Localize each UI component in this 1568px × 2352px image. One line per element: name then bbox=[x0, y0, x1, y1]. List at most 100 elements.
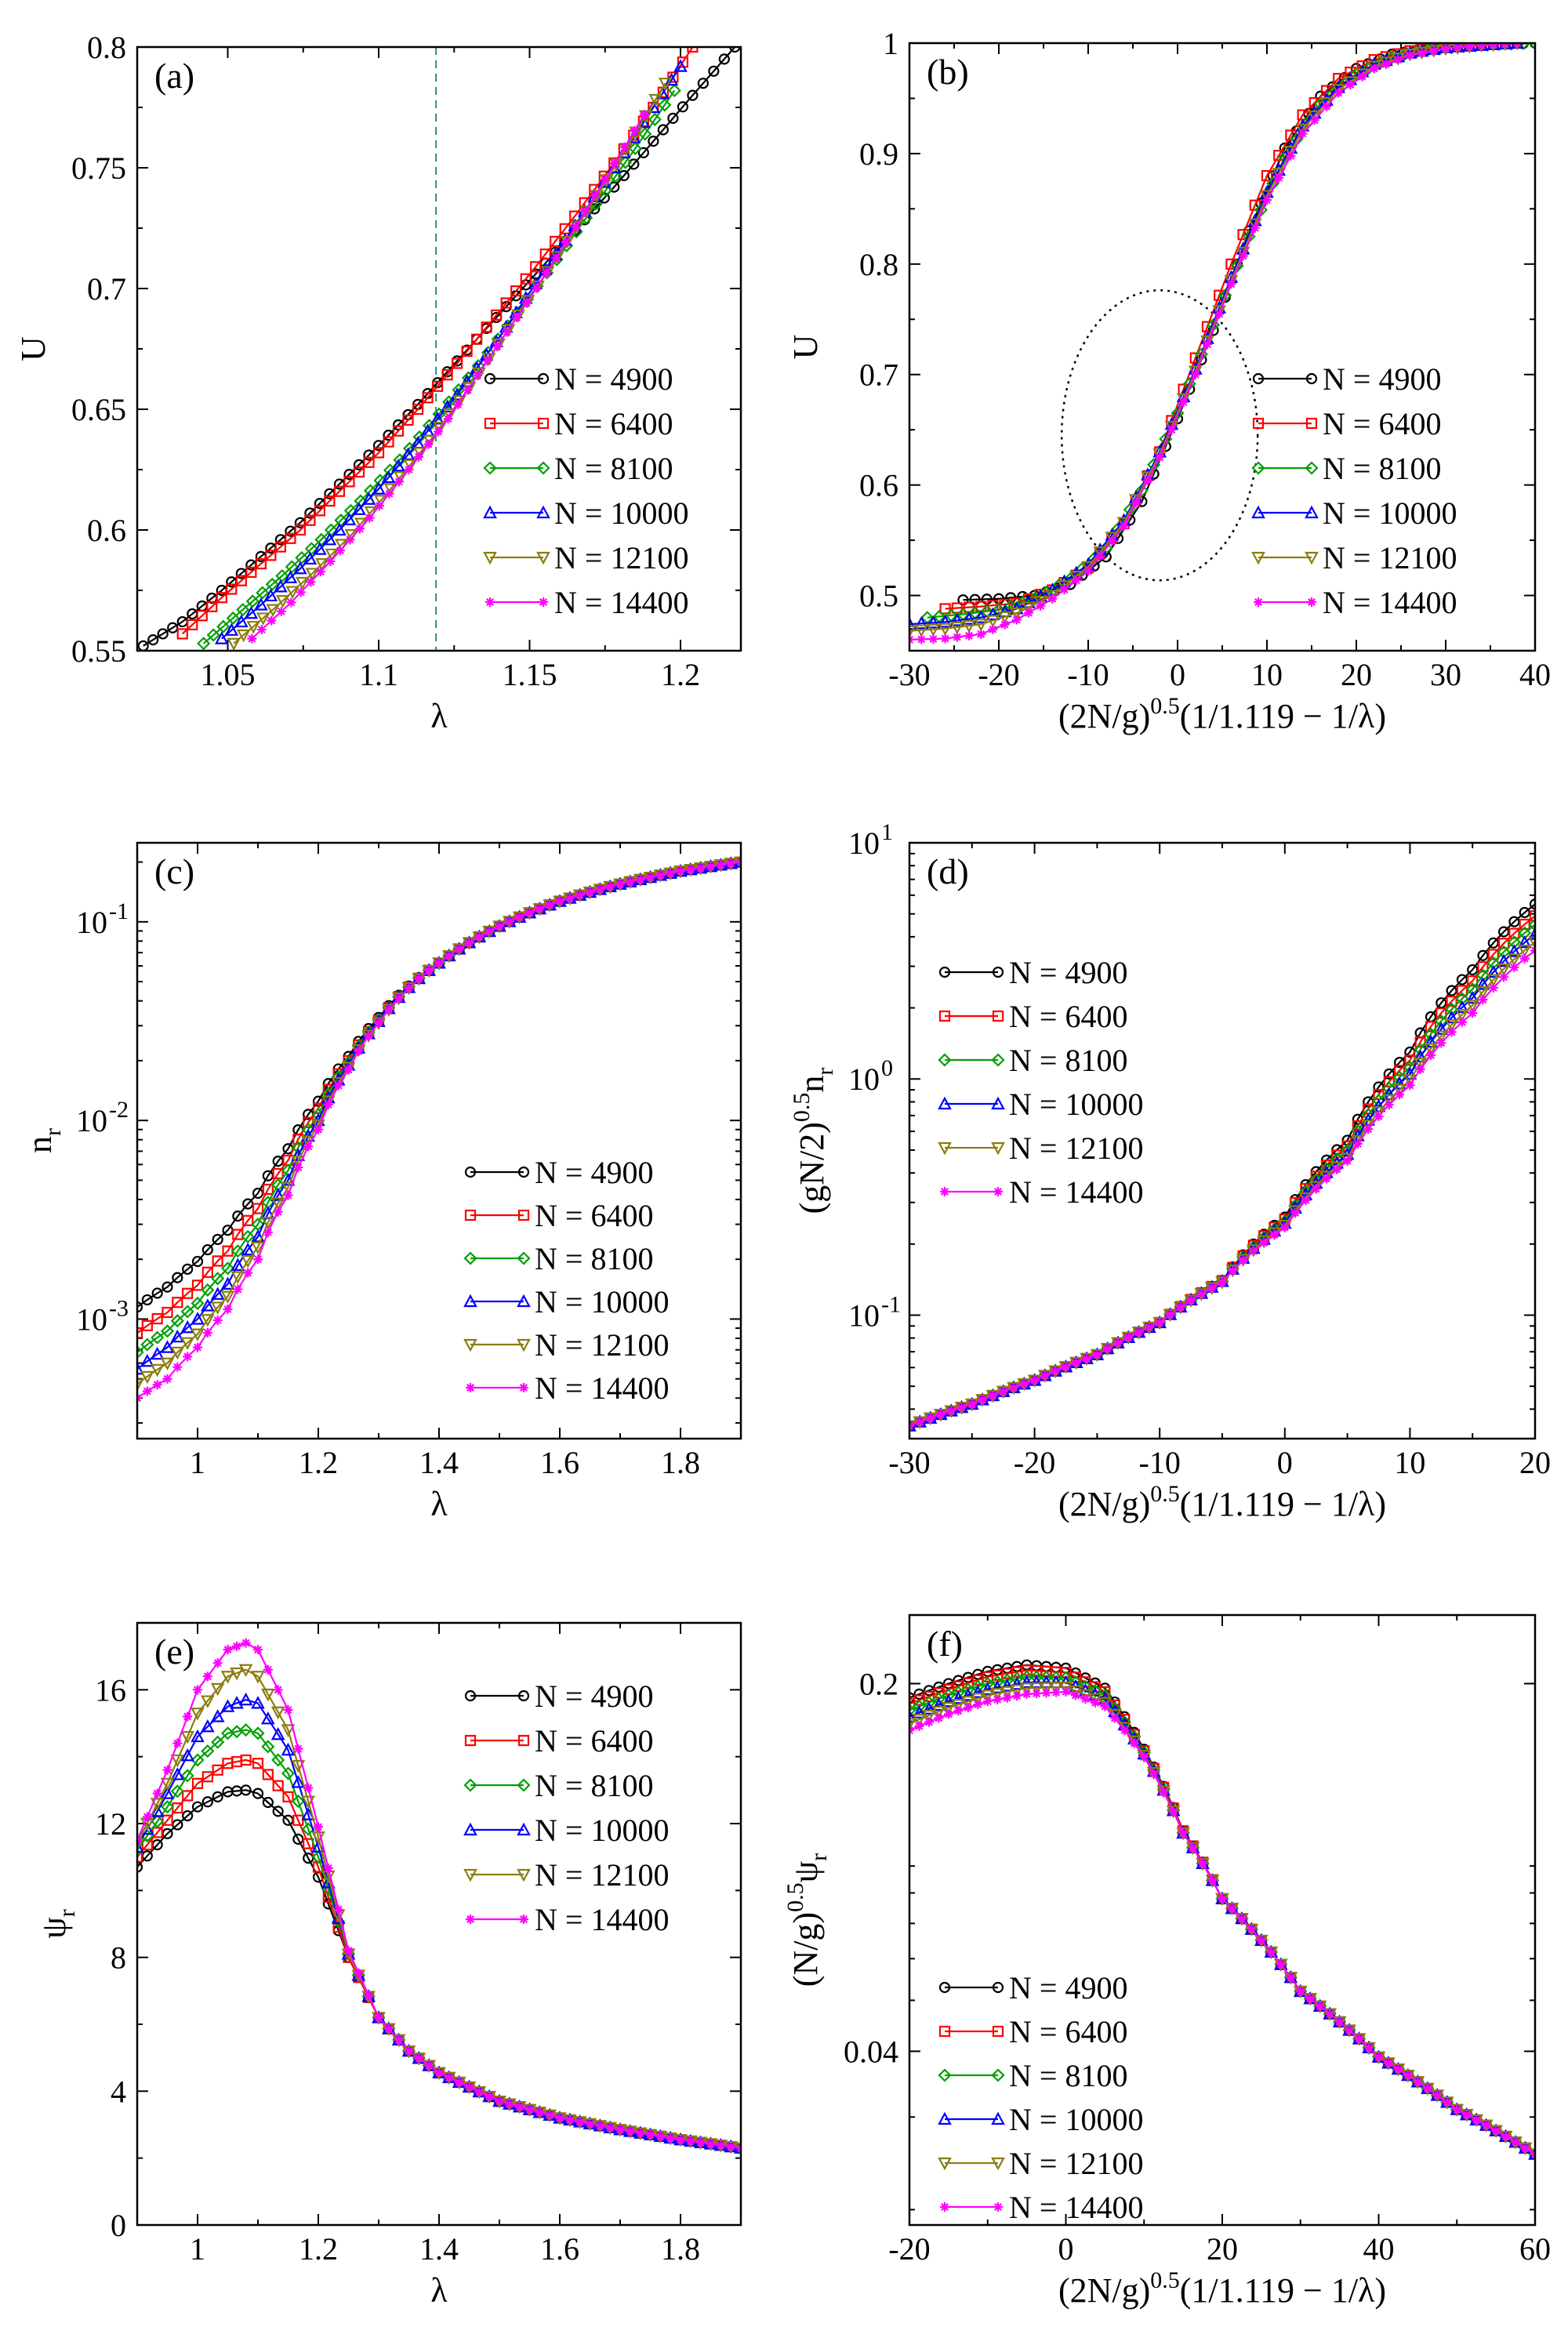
data-point-14400 bbox=[253, 1645, 263, 1655]
data-point-8100 bbox=[1475, 968, 1490, 982]
y-tick-label: 0.7 bbox=[859, 358, 898, 393]
y-axis-label: (N/g)0.5ψr bbox=[782, 1853, 832, 1987]
data-point-10000 bbox=[1465, 990, 1480, 1004]
data-point-14400 bbox=[935, 1410, 946, 1420]
legend-marker bbox=[464, 1690, 477, 1702]
x-tick-label: 1.6 bbox=[540, 1445, 579, 1480]
data-point-4900 bbox=[677, 101, 688, 113]
data-point-14400 bbox=[1511, 2137, 1521, 2147]
data-point-14400 bbox=[152, 1380, 162, 1390]
data-point-14400 bbox=[1428, 45, 1439, 56]
data-point-14400 bbox=[1041, 1688, 1051, 1698]
legend-marker bbox=[464, 1166, 477, 1178]
data-point-14400 bbox=[1290, 1208, 1301, 1218]
legend-marker bbox=[938, 1010, 951, 1022]
data-point-10000 bbox=[914, 615, 929, 630]
data-point-10000 bbox=[293, 561, 307, 575]
data-point-14400 bbox=[233, 1284, 243, 1294]
data-point-8100 bbox=[201, 1744, 215, 1759]
data-point-14400 bbox=[354, 1046, 364, 1056]
data-point-14400 bbox=[1123, 1332, 1134, 1342]
data-point-14400 bbox=[1266, 1947, 1276, 1957]
legend-marker bbox=[537, 372, 550, 385]
legend-marker bbox=[484, 417, 496, 430]
data-point-12100 bbox=[909, 1718, 916, 1731]
data-point-14400 bbox=[1000, 619, 1010, 630]
data-point-12100 bbox=[1381, 1094, 1396, 1108]
data-point-14400 bbox=[354, 1968, 364, 1978]
series-line-6400 bbox=[909, 915, 1535, 1427]
data-area bbox=[909, 43, 1535, 644]
data-point-8100 bbox=[170, 1784, 184, 1798]
y-tick-label: 10 bbox=[848, 1298, 880, 1333]
data-area bbox=[137, 1638, 741, 2156]
data-point-8100 bbox=[206, 628, 220, 642]
data-point-14400 bbox=[504, 2099, 514, 2109]
data-point-10000 bbox=[942, 1693, 956, 1708]
data-point-14400 bbox=[343, 1065, 354, 1075]
data-point-14400 bbox=[1488, 43, 1498, 49]
data-point-6400 bbox=[187, 619, 198, 630]
legend-marker bbox=[1305, 551, 1319, 565]
data-point-14400 bbox=[1120, 1726, 1130, 1736]
legend-marker bbox=[463, 1251, 477, 1265]
data-point-10000 bbox=[1000, 1679, 1014, 1692]
data-point-14400 bbox=[1119, 521, 1129, 531]
data-point-6400 bbox=[162, 1306, 173, 1319]
data-point-14400 bbox=[1422, 2083, 1432, 2093]
series-line-8100 bbox=[909, 924, 1535, 1427]
y-tick-exponent: -2 bbox=[109, 1097, 129, 1123]
data-point-14400 bbox=[1082, 1353, 1092, 1363]
data-point-14400 bbox=[973, 1700, 983, 1710]
data-point-4900 bbox=[147, 634, 159, 646]
data-point-14400 bbox=[1207, 1283, 1217, 1293]
x-axis-label: λ bbox=[430, 2271, 448, 2310]
data-point-12100 bbox=[413, 447, 427, 460]
data-point-14400 bbox=[172, 1362, 183, 1372]
data-point-6400 bbox=[182, 1287, 194, 1299]
data-point-14400 bbox=[988, 624, 998, 634]
legend-marker bbox=[484, 372, 496, 385]
data-point-8100 bbox=[245, 594, 260, 608]
data-point-14400 bbox=[1432, 2090, 1443, 2100]
data-point-10000 bbox=[234, 614, 249, 628]
data-point-8100 bbox=[1424, 1027, 1438, 1041]
data-point-6400 bbox=[137, 1851, 143, 1863]
data-point-14400 bbox=[952, 632, 962, 642]
legend-label: N = 6400 bbox=[535, 1723, 653, 1759]
data-point-14400 bbox=[1144, 1322, 1154, 1332]
data-point-10000 bbox=[274, 579, 288, 593]
data-point-14400 bbox=[434, 426, 444, 437]
data-point-14400 bbox=[1295, 1986, 1305, 1996]
data-point-8100 bbox=[160, 1800, 175, 1814]
data-point-8100 bbox=[220, 1261, 235, 1276]
data-point-14400 bbox=[1395, 1090, 1405, 1100]
legend-label: N = 8100 bbox=[1323, 451, 1441, 486]
data-point-14400 bbox=[1393, 55, 1403, 65]
data-point-8100 bbox=[658, 98, 672, 112]
data-point-10000 bbox=[938, 615, 953, 628]
y-tick-label: 10 bbox=[76, 1301, 107, 1337]
data-point-14400 bbox=[1334, 88, 1344, 98]
data-point-14400 bbox=[1374, 1111, 1384, 1121]
data-point-12100 bbox=[1058, 1681, 1073, 1695]
data-point-14400 bbox=[394, 993, 404, 1004]
legend-label: N = 10000 bbox=[1009, 2102, 1143, 2137]
data-point-12100 bbox=[137, 1378, 144, 1392]
legend-entry-6400: N = 6400 bbox=[464, 1723, 653, 1759]
data-point-14400 bbox=[676, 866, 685, 877]
legend-entry-12100: N = 12100 bbox=[463, 1327, 669, 1363]
data-point-12100 bbox=[238, 1664, 253, 1678]
data-point-4900 bbox=[1497, 926, 1510, 938]
data-point-14400 bbox=[1247, 1924, 1257, 1934]
data-point-10000 bbox=[912, 1705, 927, 1719]
data-point-10000 bbox=[263, 588, 278, 602]
legend-entry-12100: N = 12100 bbox=[938, 2146, 1143, 2181]
data-point-10000 bbox=[974, 610, 989, 623]
data-point-12100 bbox=[160, 1777, 175, 1791]
data-point-8100 bbox=[275, 568, 289, 583]
legend: N = 4900 N = 6400 N = 8100 N = 10000 N = 121… bbox=[938, 955, 1143, 1210]
data-point-6400 bbox=[550, 235, 561, 248]
data-point-14400 bbox=[1002, 1693, 1012, 1703]
